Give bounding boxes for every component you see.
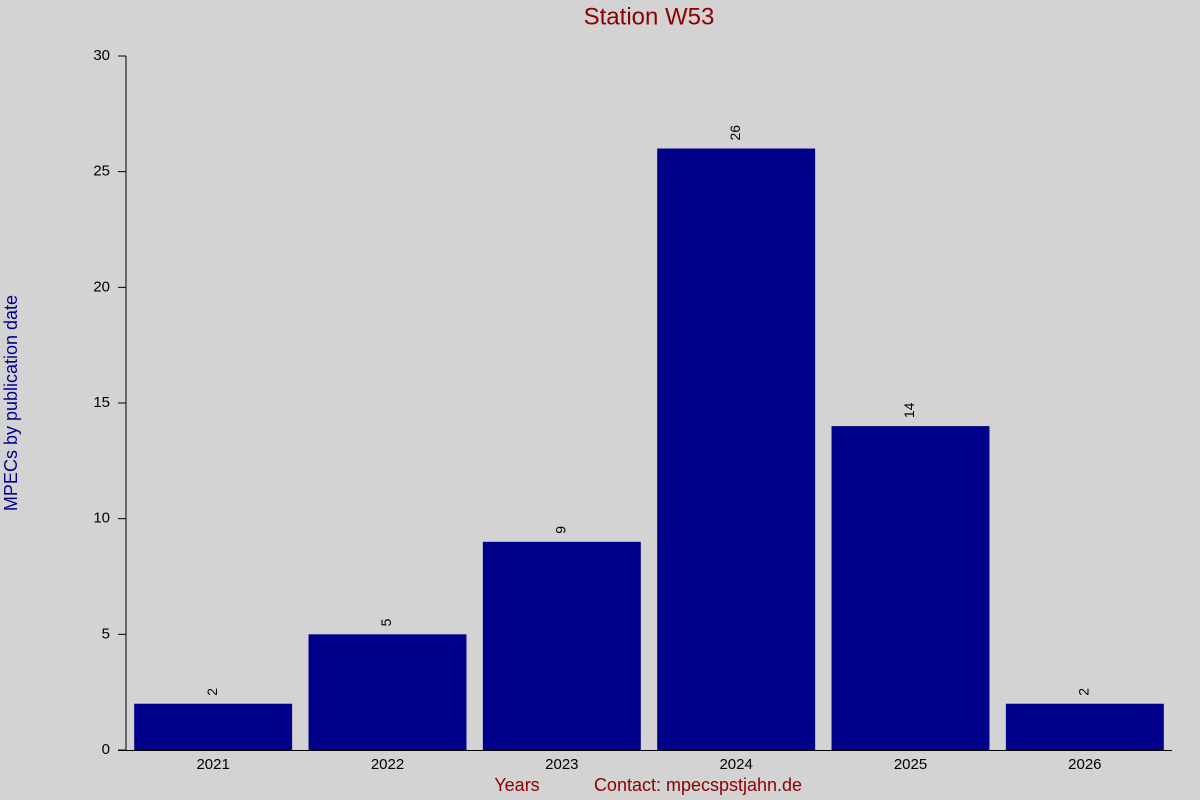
y-tick-label: 15 (93, 394, 110, 411)
y-tick-label: 5 (102, 625, 110, 642)
x-tick-label: 2024 (719, 756, 752, 773)
x-tick-label: 2022 (371, 756, 404, 773)
y-axis-label: MPECs by publication date (1, 295, 21, 511)
bar (1005, 703, 1164, 750)
contact-note: Contact: mpecspstjahn.de (594, 775, 802, 795)
data-label: 5 (378, 618, 394, 626)
bar (657, 148, 816, 751)
data-label: 2 (1076, 688, 1092, 696)
y-tick-label: 0 (102, 741, 110, 758)
x-tick-label: 2026 (1068, 756, 1101, 773)
data-label: 9 (553, 526, 569, 534)
y-tick-label: 25 (93, 163, 110, 180)
y-tick-label: 30 (93, 47, 110, 64)
x-axis-label: Years (494, 775, 539, 795)
bar (134, 703, 293, 750)
x-tick-label: 2021 (196, 756, 229, 773)
y-tick-label: 20 (93, 278, 110, 295)
y-tick-label: 10 (93, 510, 110, 527)
data-label: 14 (901, 402, 917, 418)
bar (482, 541, 641, 750)
x-tick-label: 2023 (545, 756, 578, 773)
bar (831, 426, 990, 750)
bar (308, 634, 467, 750)
chart-title: Station W53 (584, 3, 715, 30)
x-tick-label: 2025 (894, 756, 927, 773)
data-label: 2 (204, 688, 220, 696)
data-label: 26 (727, 125, 743, 141)
